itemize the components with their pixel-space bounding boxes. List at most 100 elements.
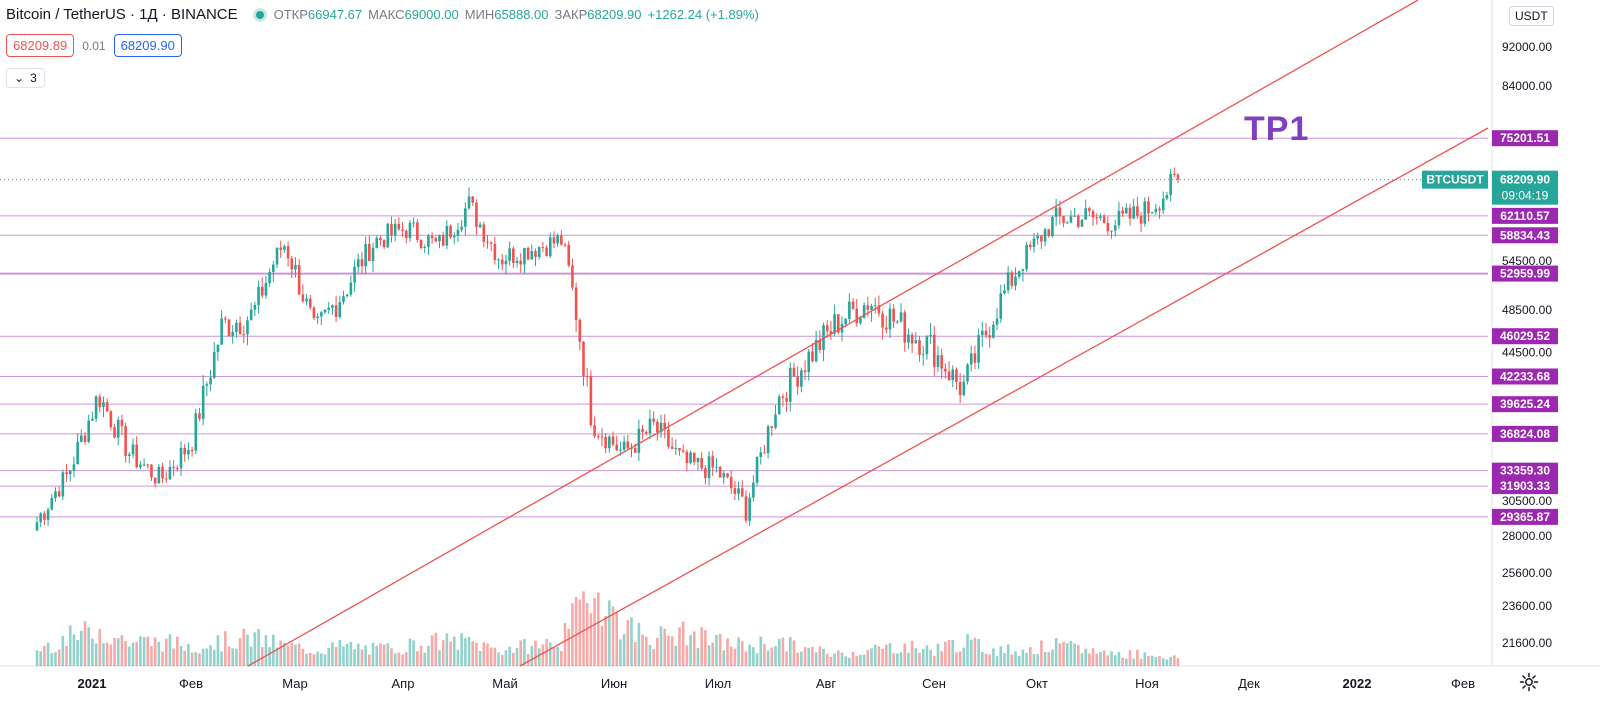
- candle-body: [190, 449, 194, 451]
- symbol-title[interactable]: Bitcoin / TetherUS · 1Д · BINANCE: [6, 6, 238, 23]
- volume-bar: [840, 652, 844, 666]
- candle-body: [1021, 269, 1025, 271]
- sell-button[interactable]: 68209.89: [6, 34, 75, 57]
- candle-body: [574, 287, 578, 320]
- candle-body: [851, 301, 855, 309]
- volume-bar: [977, 638, 980, 666]
- price-axis[interactable]: 92000.00 84000.00 54500.00 48500.00 44500.00…: [1502, 40, 1552, 650]
- candle-body: [807, 351, 811, 372]
- volume-bar: [1136, 649, 1139, 666]
- candle-body: [349, 282, 353, 295]
- volume-bar: [416, 651, 419, 666]
- volume-bar: [168, 634, 172, 666]
- candle-body: [1128, 207, 1132, 219]
- volume-bar: [68, 625, 72, 666]
- candle-body: [290, 258, 294, 270]
- volume-bar: [593, 598, 596, 666]
- candle-body: [334, 305, 338, 317]
- candle-body: [153, 477, 157, 484]
- volume-bar: [814, 652, 818, 666]
- time-tick-label: Сен: [922, 676, 946, 691]
- channel-lines[interactable]: [247, 0, 1489, 667]
- volume-bar: [600, 625, 604, 666]
- volume-bar: [493, 647, 497, 666]
- volume-bar: [238, 638, 242, 666]
- tp1-annotation[interactable]: TP1: [1244, 110, 1310, 148]
- volume-bar: [464, 638, 467, 666]
- volume-bar: [1077, 644, 1080, 666]
- candle-body: [312, 307, 316, 319]
- level-tag: [1492, 227, 1558, 244]
- volume-bar: [892, 653, 895, 666]
- candle-body: [1043, 229, 1047, 242]
- candle-body: [227, 319, 231, 337]
- volume-bar: [541, 644, 545, 666]
- candle-body: [161, 466, 164, 479]
- horizontal-levels[interactable]: [0, 137, 1488, 518]
- currency-button[interactable]: USDT: [1509, 6, 1554, 26]
- volume-bar: [947, 640, 951, 666]
- candle-body: [1176, 174, 1180, 180]
- volume-bar: [1051, 649, 1054, 666]
- level-tag-label: 75201.51: [1500, 131, 1550, 145]
- volume-bar: [604, 615, 607, 666]
- candle-body: [139, 464, 142, 468]
- volume-bar: [161, 651, 164, 666]
- candle-body: [249, 309, 253, 321]
- candle-body: [397, 223, 401, 230]
- time-tick-label: Апр: [392, 676, 415, 691]
- candle-body: [955, 369, 958, 382]
- volume-bar: [504, 650, 508, 666]
- candle-body: [940, 355, 943, 369]
- volume-bar: [360, 649, 364, 666]
- volume-bar: [1014, 651, 1017, 666]
- channel-lower-line: [519, 127, 1489, 667]
- candle-body: [1080, 219, 1084, 227]
- volume-bar: [1132, 658, 1135, 666]
- volume-bar: [390, 648, 393, 666]
- volume-bar: [153, 637, 157, 666]
- candle-body: [187, 449, 190, 455]
- volume-bar: [707, 645, 711, 666]
- volume-bar: [630, 617, 633, 666]
- volume-bar: [497, 652, 500, 666]
- price-tick-label: 92000.00: [1502, 40, 1552, 54]
- indicators-toggle-button[interactable]: ⌄ 3: [6, 68, 45, 88]
- candle-body: [316, 316, 319, 319]
- candle-body: [796, 376, 799, 387]
- price-tick-label: 84000.00: [1502, 79, 1552, 93]
- candle-body: [238, 322, 242, 335]
- time-tick-label: Ноя: [1135, 676, 1159, 691]
- time-tick-label: Май: [492, 676, 517, 691]
- volume-bar: [456, 649, 460, 666]
- candle-body: [176, 468, 179, 470]
- volume-bar: [1028, 647, 1032, 666]
- gear-icon[interactable]: [1519, 672, 1539, 692]
- volume-bar: [718, 633, 722, 666]
- candle-body: [848, 301, 851, 319]
- candle-body: [766, 426, 770, 454]
- volume-bar: [124, 640, 127, 666]
- candle-body: [633, 447, 637, 453]
- volume-bar: [438, 650, 441, 666]
- candle-body: [260, 286, 264, 296]
- volume-bar: [334, 647, 338, 666]
- level-tag-label: 46029.52: [1500, 329, 1550, 343]
- candle-body: [72, 464, 76, 471]
- time-axis[interactable]: 2021 Фев Мар Апр Май Июн Июл Авг Сен Окт Ноя Дек 202…: [78, 676, 1476, 691]
- candle-body: [663, 422, 667, 430]
- volume-bar: [763, 644, 766, 666]
- candle-body: [1147, 201, 1150, 214]
- candle-body: [781, 396, 785, 398]
- level-tag: [1492, 425, 1558, 442]
- volume-bar: [87, 627, 90, 666]
- candle-body: [360, 259, 364, 267]
- candle-body: [1165, 195, 1169, 199]
- candle-body: [401, 229, 404, 231]
- candle-body: [515, 260, 519, 264]
- candle-body: [648, 418, 652, 434]
- volume-bar: [1017, 655, 1021, 666]
- volume-bar: [955, 652, 958, 666]
- buy-button[interactable]: 68209.90: [113, 34, 182, 57]
